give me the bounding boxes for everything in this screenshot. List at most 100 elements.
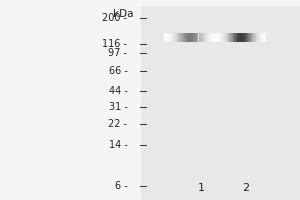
Bar [222, 33, 223, 42]
Bar [205, 33, 206, 42]
Bar [242, 33, 243, 42]
Bar [220, 33, 221, 42]
Bar [250, 33, 251, 42]
Bar [252, 33, 253, 42]
Bar [218, 33, 219, 42]
Bar [235, 33, 236, 42]
Text: 6 -: 6 - [115, 181, 128, 191]
Bar [169, 33, 170, 42]
Bar [173, 33, 174, 42]
Bar [179, 33, 180, 42]
Text: 116 -: 116 - [103, 39, 128, 49]
Bar [265, 33, 266, 42]
Bar [174, 33, 175, 42]
Bar [236, 33, 237, 42]
Bar [192, 33, 193, 42]
Bar [248, 33, 249, 42]
Bar [164, 33, 165, 42]
Bar [165, 33, 166, 42]
Bar [187, 33, 188, 42]
Bar [247, 33, 248, 42]
Text: 66 -: 66 - [109, 66, 128, 76]
Bar [175, 33, 176, 42]
Bar [228, 33, 229, 42]
Bar [198, 33, 199, 42]
Bar [203, 33, 204, 42]
Bar [219, 33, 220, 42]
Bar [254, 33, 255, 42]
Bar [231, 33, 232, 42]
Bar [227, 33, 228, 42]
Bar [246, 33, 247, 42]
Text: 14 -: 14 - [109, 140, 128, 150]
Bar [264, 33, 265, 42]
Bar [185, 33, 186, 42]
Bar [191, 33, 192, 42]
Bar [216, 33, 217, 42]
Bar [258, 33, 259, 42]
Bar [199, 33, 200, 42]
Bar [229, 33, 230, 42]
Bar [239, 33, 240, 42]
Bar [177, 33, 178, 42]
Bar [168, 33, 169, 42]
Bar [224, 33, 225, 42]
Bar [183, 33, 184, 42]
Bar [194, 33, 195, 42]
Bar [180, 33, 181, 42]
Bar [190, 33, 191, 42]
Bar [217, 33, 218, 42]
Text: 200 -: 200 - [102, 13, 128, 23]
Bar [243, 33, 244, 42]
Bar [176, 33, 177, 42]
Bar [256, 33, 257, 42]
Text: 22 -: 22 - [108, 119, 128, 129]
Bar [251, 33, 252, 42]
Bar [260, 33, 261, 42]
Text: 31 -: 31 - [109, 102, 128, 112]
Bar [189, 33, 190, 42]
Bar [240, 33, 241, 42]
Bar [170, 33, 171, 42]
Text: 97 -: 97 - [109, 48, 128, 58]
Text: 1: 1 [197, 183, 205, 193]
Bar [223, 33, 224, 42]
Bar [188, 33, 189, 42]
Bar [257, 33, 258, 42]
Bar [202, 33, 203, 42]
Bar [211, 33, 212, 42]
Bar [182, 33, 183, 42]
Bar [171, 33, 172, 42]
Bar [204, 33, 205, 42]
Bar [237, 33, 238, 42]
Bar [263, 33, 264, 42]
Bar [207, 33, 208, 42]
Bar [141, 6, 300, 200]
Bar [215, 33, 216, 42]
Bar [201, 33, 202, 42]
Bar [167, 33, 168, 42]
Bar [212, 33, 213, 42]
Bar [197, 33, 198, 42]
Bar [253, 33, 254, 42]
Bar [227, 33, 228, 42]
Text: 44 -: 44 - [109, 86, 128, 96]
Bar [225, 33, 226, 42]
Bar [214, 33, 215, 42]
Bar [233, 33, 234, 42]
Bar [255, 33, 256, 42]
Bar [213, 33, 214, 42]
Bar [172, 33, 173, 42]
Bar [186, 33, 187, 42]
Bar [209, 33, 210, 42]
Bar [166, 33, 167, 42]
Bar [221, 33, 222, 42]
Bar [245, 33, 246, 42]
Bar [193, 33, 194, 42]
Bar [261, 33, 262, 42]
Bar [169, 33, 170, 42]
Bar [259, 33, 260, 42]
Bar [249, 33, 250, 42]
Bar [195, 33, 196, 42]
Bar [226, 33, 227, 42]
